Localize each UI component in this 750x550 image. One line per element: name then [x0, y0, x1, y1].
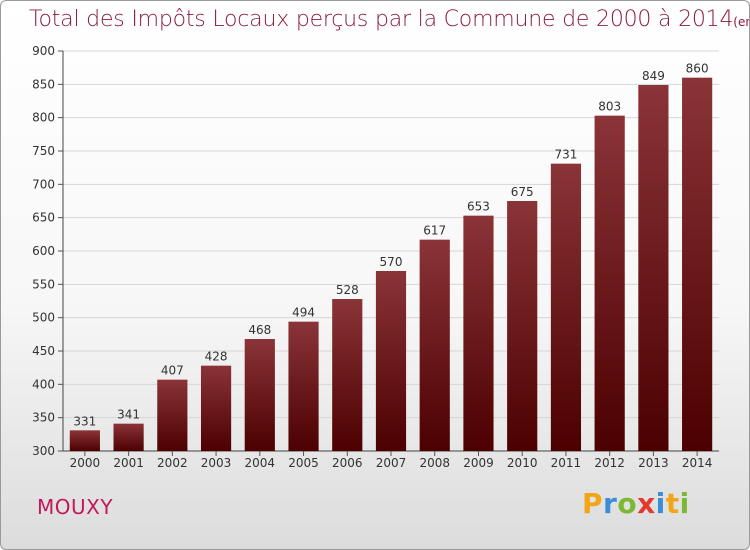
logo-letter: i: [655, 487, 666, 520]
y-tick-label: 450: [32, 344, 55, 358]
bar: [550, 163, 582, 451]
bar: [638, 85, 669, 451]
data-label: 494: [292, 306, 315, 320]
y-tick-label: 700: [32, 177, 55, 191]
logo-letter: r: [603, 487, 618, 520]
x-tick-label: 2010: [507, 456, 538, 470]
x-tick-label: 2000: [70, 456, 101, 470]
bar: [200, 365, 232, 451]
y-tick-label: 650: [32, 211, 55, 225]
y-tick-label: 750: [32, 144, 55, 158]
x-tick-label: 2004: [245, 456, 276, 470]
bar: [244, 339, 275, 451]
logo-letter: t: [665, 487, 680, 520]
data-label: 570: [380, 255, 403, 269]
x-tick-label: 2011: [551, 456, 582, 470]
bar: [288, 321, 319, 451]
bar: [463, 215, 494, 451]
data-label: 407: [161, 364, 184, 378]
x-tick-label: 2007: [376, 456, 407, 470]
data-label: 653: [467, 200, 490, 214]
y-tick-label: 350: [32, 411, 55, 425]
commune-name: MOUXY: [37, 495, 114, 519]
data-label: 331: [73, 414, 96, 428]
x-tick-label: 2009: [463, 456, 494, 470]
data-label: 803: [598, 100, 621, 114]
bar: [69, 430, 100, 451]
y-tick-label: 600: [32, 244, 55, 258]
x-tick-label: 2005: [288, 456, 319, 470]
x-tick-label: 2002: [157, 456, 188, 470]
x-tick-label: 2006: [332, 456, 363, 470]
chart-title: Total des Impôts Locaux perçus par la Co…: [29, 7, 749, 32]
y-tick-label: 500: [32, 311, 55, 325]
logo-letter: x: [637, 487, 656, 520]
data-label: 860: [686, 62, 709, 76]
x-tick-label: 2012: [594, 456, 625, 470]
proxiti-logo: Proxiti: [582, 487, 690, 520]
y-tick-label: 550: [32, 277, 55, 291]
logo-letter: i: [679, 487, 690, 520]
unit-note: (en milliers d'€): [733, 15, 749, 29]
x-tick-label: 2008: [419, 456, 450, 470]
bar: [682, 77, 713, 452]
x-tick-label: 2001: [113, 456, 144, 470]
logo-letter: P: [582, 487, 604, 520]
y-tick-label: 300: [32, 444, 55, 458]
y-tick-label: 400: [32, 377, 55, 391]
data-label: 849: [642, 69, 665, 83]
y-tick-label: 850: [32, 77, 55, 91]
y-tick-label: 800: [32, 111, 55, 125]
bar: [507, 201, 538, 451]
x-tick-label: 2003: [201, 456, 232, 470]
y-tick-label: 900: [32, 44, 55, 58]
bar: [113, 423, 144, 451]
bar: [332, 299, 363, 451]
x-tick-label: 2014: [682, 456, 713, 470]
bar: [594, 115, 625, 452]
data-label: 617: [423, 224, 446, 238]
data-label: 528: [336, 283, 359, 297]
data-label: 675: [511, 185, 534, 199]
data-label: 468: [248, 323, 271, 337]
bar: [157, 379, 188, 451]
chart-title-text: Total des Impôts Locaux perçus par la Co…: [29, 7, 734, 32]
x-tick-label: 2013: [638, 456, 669, 470]
bar: [419, 239, 450, 451]
data-label: 341: [117, 408, 140, 422]
data-label: 428: [205, 350, 228, 364]
data-label: 731: [554, 148, 577, 162]
bar: [375, 271, 407, 451]
logo-letter: o: [617, 487, 638, 520]
